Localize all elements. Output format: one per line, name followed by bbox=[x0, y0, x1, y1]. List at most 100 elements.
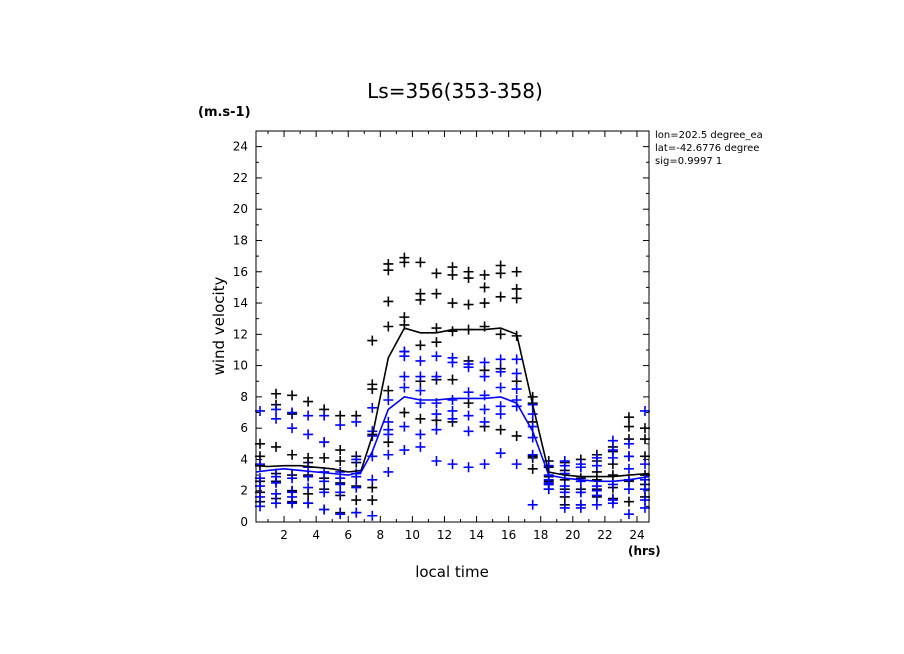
series-black-point bbox=[639, 434, 650, 445]
series-blue-point bbox=[367, 402, 378, 413]
series-blue-point bbox=[479, 416, 490, 427]
series-blue-point bbox=[383, 466, 394, 477]
series-black-point bbox=[511, 293, 522, 304]
series-black-point bbox=[367, 335, 378, 346]
y-axis-label: wind velocity bbox=[210, 276, 228, 375]
series-black-point bbox=[463, 398, 474, 409]
series-blue-point bbox=[543, 484, 554, 495]
series-black-point bbox=[447, 298, 458, 309]
series-black-point bbox=[479, 269, 490, 280]
series-blue-point bbox=[351, 454, 362, 465]
series-blue-point bbox=[607, 452, 618, 463]
series-blue-point bbox=[559, 502, 570, 513]
series-blue-point bbox=[399, 382, 410, 393]
series-blue-point bbox=[335, 420, 346, 431]
series-black-point bbox=[447, 374, 458, 385]
series-black-point bbox=[431, 337, 442, 348]
series-black-point bbox=[495, 268, 506, 279]
series-blue-point bbox=[271, 477, 282, 488]
series-black-point bbox=[431, 323, 442, 334]
series-blue-point bbox=[479, 371, 490, 382]
chart-title: Ls=356(353-358) bbox=[367, 79, 543, 103]
x-tick-label: 4 bbox=[312, 528, 320, 542]
series-blue-point bbox=[255, 501, 266, 512]
series-blue-point bbox=[415, 429, 426, 440]
series-blue-point bbox=[271, 488, 282, 499]
y-tick-label: 18 bbox=[233, 233, 248, 247]
series-blue-point bbox=[463, 462, 474, 473]
y-tick-label: 22 bbox=[233, 171, 248, 185]
series-blue-point bbox=[319, 476, 330, 487]
series-black-point bbox=[607, 470, 618, 481]
series-blue-point bbox=[623, 438, 634, 449]
y-tick-label: 14 bbox=[233, 296, 248, 310]
series-blue-point bbox=[319, 487, 330, 498]
series-blue-point bbox=[591, 460, 602, 471]
series-blue-point bbox=[319, 410, 330, 421]
y-unit-label: (m.s-1) bbox=[198, 105, 251, 120]
series-black-point bbox=[463, 273, 474, 284]
series-blue-point bbox=[399, 421, 410, 432]
x-tick-label: 14 bbox=[469, 528, 484, 542]
series-blue-point bbox=[511, 459, 522, 470]
series-blue-point bbox=[351, 482, 362, 493]
plot-area: 2 4 6 8 10 12 14 16 18 20 22 2402468101214161820222… bbox=[233, 130, 650, 542]
series-black-point bbox=[479, 282, 490, 293]
series-blue-point bbox=[479, 357, 490, 368]
series-black-point bbox=[383, 296, 394, 307]
mean-line-blue bbox=[255, 396, 650, 483]
series-blue-point bbox=[447, 357, 458, 368]
series-blue-point bbox=[383, 449, 394, 460]
series-blue-point bbox=[303, 429, 314, 440]
series-black-point bbox=[415, 340, 426, 351]
series-blue-point bbox=[431, 351, 442, 362]
x-tick-label: 8 bbox=[376, 528, 384, 542]
y-tick-label: 12 bbox=[233, 327, 248, 341]
plot-frame bbox=[255, 130, 650, 523]
x-tick-label: 6 bbox=[344, 528, 352, 542]
series-blue-point bbox=[527, 432, 538, 443]
series-blue-point bbox=[639, 405, 650, 416]
series-blue-point bbox=[255, 481, 266, 492]
series-blue-point bbox=[287, 423, 298, 434]
series-blue-point bbox=[575, 487, 586, 498]
series-blue-point bbox=[559, 468, 570, 479]
series-blue-point bbox=[495, 354, 506, 365]
y-tick-label: 0 bbox=[240, 515, 248, 529]
series-blue-point bbox=[255, 491, 266, 502]
series-blue-point bbox=[415, 385, 426, 396]
y-tick-label: 8 bbox=[240, 390, 248, 404]
series-blue-point bbox=[447, 395, 458, 406]
series-black-point bbox=[415, 294, 426, 305]
series-blue-point bbox=[591, 499, 602, 510]
x-unit-label: (hrs) bbox=[628, 544, 661, 558]
series-black-point bbox=[495, 424, 506, 435]
series-blue-point bbox=[303, 471, 314, 482]
series-black-point bbox=[415, 257, 426, 268]
x-tick-label: 22 bbox=[597, 528, 612, 542]
series-black-point bbox=[511, 283, 522, 294]
series-blue-point bbox=[575, 462, 586, 473]
series-black-point bbox=[511, 430, 522, 441]
series-black-point bbox=[463, 299, 474, 310]
series-blue-point bbox=[463, 387, 474, 398]
series-blue-point bbox=[431, 409, 442, 420]
series-blue-point bbox=[431, 371, 442, 382]
series-blue-point bbox=[431, 424, 442, 435]
y-tick-label: 10 bbox=[233, 359, 248, 373]
series-blue-point bbox=[431, 456, 442, 467]
series-black-point bbox=[623, 412, 634, 423]
series-black-point bbox=[335, 410, 346, 421]
series-black-point bbox=[495, 329, 506, 340]
series-black-point bbox=[287, 390, 298, 401]
x-tick-label: 10 bbox=[405, 528, 420, 542]
mean-line-black bbox=[255, 327, 650, 478]
series-blue-point bbox=[351, 507, 362, 518]
series-blue-point bbox=[623, 484, 634, 495]
series-blue-point bbox=[495, 382, 506, 393]
series-black-point bbox=[479, 298, 490, 309]
series-black-point bbox=[351, 495, 362, 506]
series-blue-point bbox=[511, 354, 522, 365]
series-blue-point bbox=[303, 482, 314, 493]
